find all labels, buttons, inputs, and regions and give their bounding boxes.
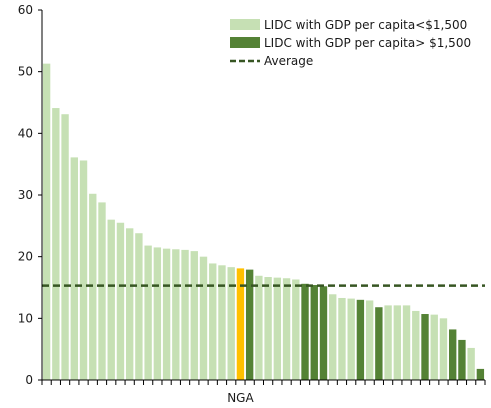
- legend-swatch-high-income: [230, 37, 260, 48]
- y-tick-label: 0: [25, 373, 33, 387]
- bar: [412, 310, 420, 380]
- bar: [347, 298, 355, 380]
- y-tick-label: 30: [18, 188, 33, 202]
- x-annotation-label: NGA: [227, 391, 254, 405]
- bar: [301, 283, 309, 380]
- bar: [310, 285, 318, 380]
- bar: [199, 256, 208, 380]
- bar: [329, 294, 337, 380]
- bar: [172, 249, 180, 380]
- legend: LIDC with GDP per capita<$1,500 LIDC wit…: [230, 18, 471, 68]
- bar: [319, 286, 328, 380]
- bar: [439, 318, 448, 380]
- bar: [61, 114, 69, 380]
- y-tick-label: 50: [18, 65, 33, 79]
- bar: [375, 307, 383, 380]
- bar: [421, 314, 429, 380]
- bar: [365, 300, 374, 380]
- bar: [181, 249, 189, 380]
- bar: [273, 277, 282, 380]
- bar: [52, 108, 60, 381]
- bar: [190, 251, 198, 380]
- bar: [144, 245, 152, 380]
- bar: [282, 278, 291, 380]
- bar: [218, 265, 226, 380]
- bar: [393, 305, 402, 380]
- bar: [135, 233, 143, 380]
- bar: [476, 368, 485, 380]
- legend-label-high-income: LIDC with GDP per capita> $1,500: [264, 36, 471, 50]
- axes-group: 0 10 20 30 40 50 60: [18, 3, 486, 387]
- bar: [458, 339, 466, 380]
- bar: [384, 305, 392, 380]
- bar: [209, 263, 217, 380]
- bar: [162, 248, 171, 380]
- y-tick-label: 20: [18, 250, 33, 264]
- bar: [107, 219, 115, 380]
- bar: [264, 277, 272, 380]
- bar: [430, 314, 438, 380]
- bar: [338, 297, 346, 380]
- bar: [292, 279, 300, 380]
- bar: [402, 305, 411, 380]
- legend-label-average: Average: [264, 54, 313, 68]
- bar: [70, 157, 78, 380]
- bar: [227, 267, 235, 380]
- legend-swatch-low-income: [230, 19, 260, 30]
- bar: [153, 247, 162, 380]
- bar: [356, 299, 365, 380]
- bar: [255, 275, 263, 380]
- bar: [116, 222, 125, 380]
- bars-group: [42, 63, 485, 381]
- bar: [467, 347, 475, 380]
- y-tick-label: 10: [18, 311, 33, 325]
- y-tick-label: 40: [18, 126, 33, 140]
- bar-highlight: [236, 268, 245, 380]
- bar: [98, 202, 106, 380]
- bar: [79, 160, 88, 380]
- bar: [449, 329, 457, 380]
- legend-label-low-income: LIDC with GDP per capita<$1,500: [264, 18, 467, 32]
- bar: [42, 63, 51, 381]
- bar: [125, 228, 134, 380]
- bar: [245, 269, 254, 380]
- y-tick-label: 60: [18, 3, 33, 17]
